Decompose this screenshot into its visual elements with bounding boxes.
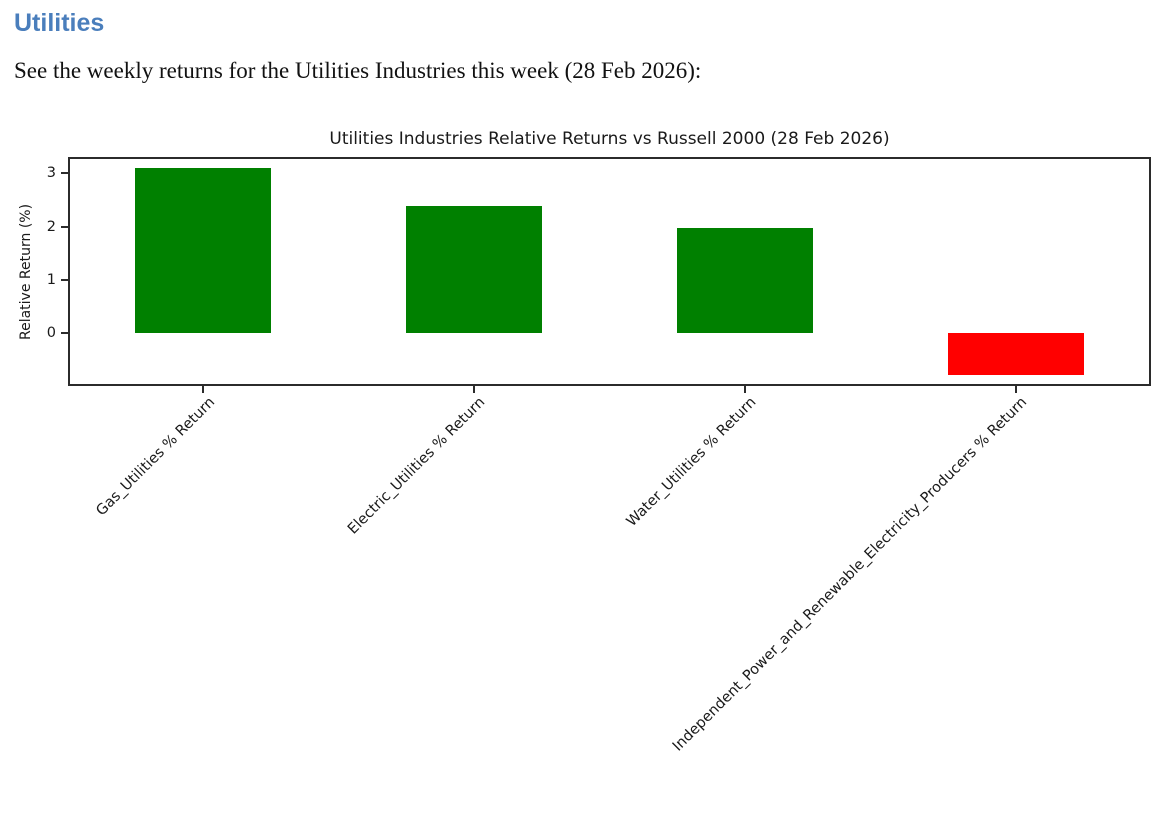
x-tick-mark — [473, 386, 476, 393]
x-tick-label: Gas_Utilities % Return — [93, 394, 218, 520]
x-tick-label: Independent_Power_and_Renewable_Electric… — [669, 394, 1031, 755]
y-tick-mark — [61, 331, 68, 334]
y-tick-label: 0 — [46, 324, 56, 341]
description-text: See the weekly returns for the Utilities… — [14, 58, 702, 83]
x-tick-label: Electric_Utilities % Return — [345, 394, 489, 538]
bar-1 — [135, 167, 272, 333]
y-tick-mark — [61, 278, 68, 281]
y-tick-label: 2 — [46, 218, 56, 235]
y-tick-label: 3 — [46, 165, 56, 182]
bar-4 — [947, 332, 1084, 376]
x-tick-label: Water_Utilities % Return — [623, 394, 760, 530]
y-tick-mark — [61, 172, 68, 175]
x-tick-mark — [202, 386, 205, 393]
x-tick-mark — [743, 386, 746, 393]
page-title: Utilities — [14, 9, 105, 37]
chart-title: Utilities Industries Relative Returns vs… — [329, 129, 890, 149]
bar-2 — [406, 206, 543, 333]
y-tick-mark — [61, 225, 68, 228]
x-tick-mark — [1014, 386, 1017, 393]
bar-3 — [676, 228, 813, 333]
y-tick-label: 1 — [46, 271, 56, 288]
